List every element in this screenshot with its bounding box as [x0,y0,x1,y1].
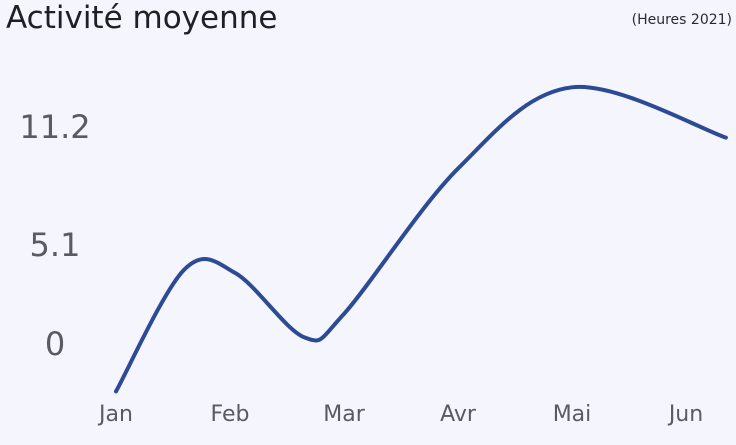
x-tick-label: Mar [323,402,365,427]
x-tick-label: Mai [553,402,592,427]
y-axis-ticks: 11.2 5.1 0 [19,108,90,363]
x-tick-label: Avr [440,402,477,427]
series-lines [114,84,728,394]
y-tick-label: 5.1 [30,226,81,264]
x-tick-label: Jun [667,402,703,427]
x-tick-label: Jan [97,402,133,427]
chart-title: Activité moyenne [6,0,278,36]
series-line [114,84,728,394]
y-tick-label: 0 [45,325,65,363]
chart-subtitle: (Heures 2021) [631,12,732,28]
x-axis-ticks: Jan Feb Mar Avr Mai Jun [97,402,703,427]
y-tick-label: 11.2 [19,108,90,146]
x-tick-label: Feb [211,402,250,427]
